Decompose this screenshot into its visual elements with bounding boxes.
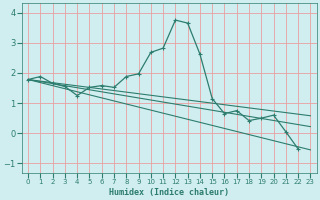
X-axis label: Humidex (Indice chaleur): Humidex (Indice chaleur) <box>109 188 229 197</box>
